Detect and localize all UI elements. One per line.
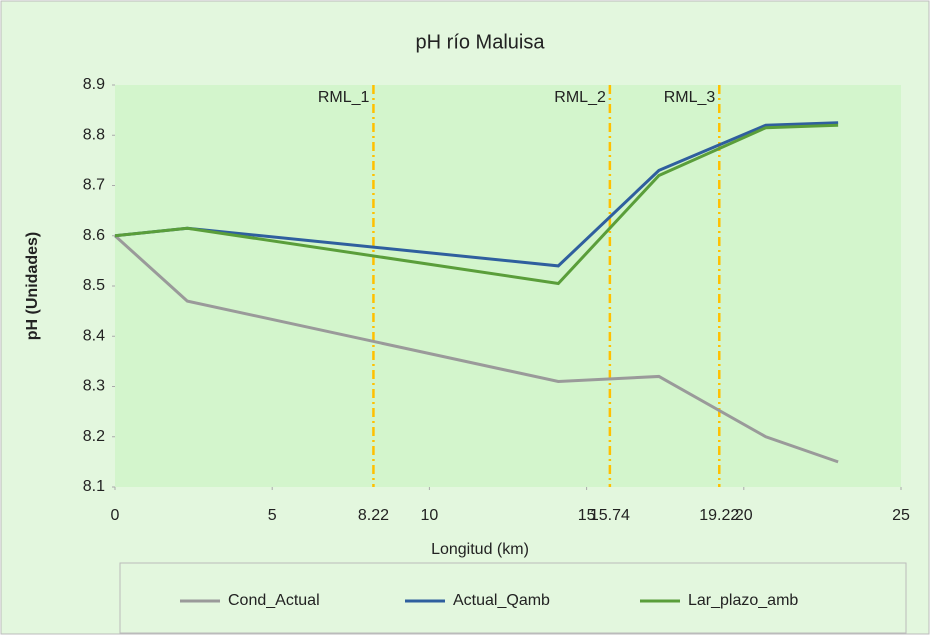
y-tick-label: 8.2	[83, 428, 105, 445]
y-tick-label: 8.1	[83, 478, 105, 495]
x-axis-title: Longitud (km)	[431, 541, 529, 558]
x-tick-label: 5	[268, 507, 277, 524]
reference-label: RML_2	[554, 89, 606, 106]
y-axis-title: pH (Unidades)	[24, 232, 41, 340]
x-tick-label: 20	[735, 507, 753, 524]
y-tick-label: 8.6	[83, 227, 105, 244]
reference-label: RML_3	[664, 89, 716, 106]
y-tick-label: 8.8	[83, 126, 105, 143]
reference-x-label: 15.74	[590, 507, 630, 524]
x-tick-label: 15	[578, 507, 596, 524]
x-tick-label: 10	[421, 507, 439, 524]
y-tick-label: 8.7	[83, 177, 105, 194]
y-tick-label: 8.3	[83, 378, 105, 395]
reference-label: RML_1	[318, 89, 370, 106]
legend-box	[119, 562, 907, 634]
series-line	[114, 123, 839, 286]
y-tick-label: 8.5	[83, 277, 105, 294]
legend-label: Cond_Actual	[228, 592, 320, 609]
y-tick-label: 8.9	[83, 76, 105, 93]
reference-x-label: 19.22	[699, 507, 739, 524]
series-line	[113, 234, 839, 464]
x-tick-label: 25	[892, 507, 910, 524]
x-tick-label: 0	[111, 507, 120, 524]
y-tick-label: 8.4	[83, 327, 105, 344]
plot-area	[115, 85, 901, 487]
reference-x-label: 8.22	[358, 507, 389, 524]
chart-title: pH río Maluisa	[416, 31, 546, 53]
legend-label: Actual_Qamb	[453, 592, 550, 609]
legend-label: Lar_plazo_amb	[688, 592, 798, 609]
